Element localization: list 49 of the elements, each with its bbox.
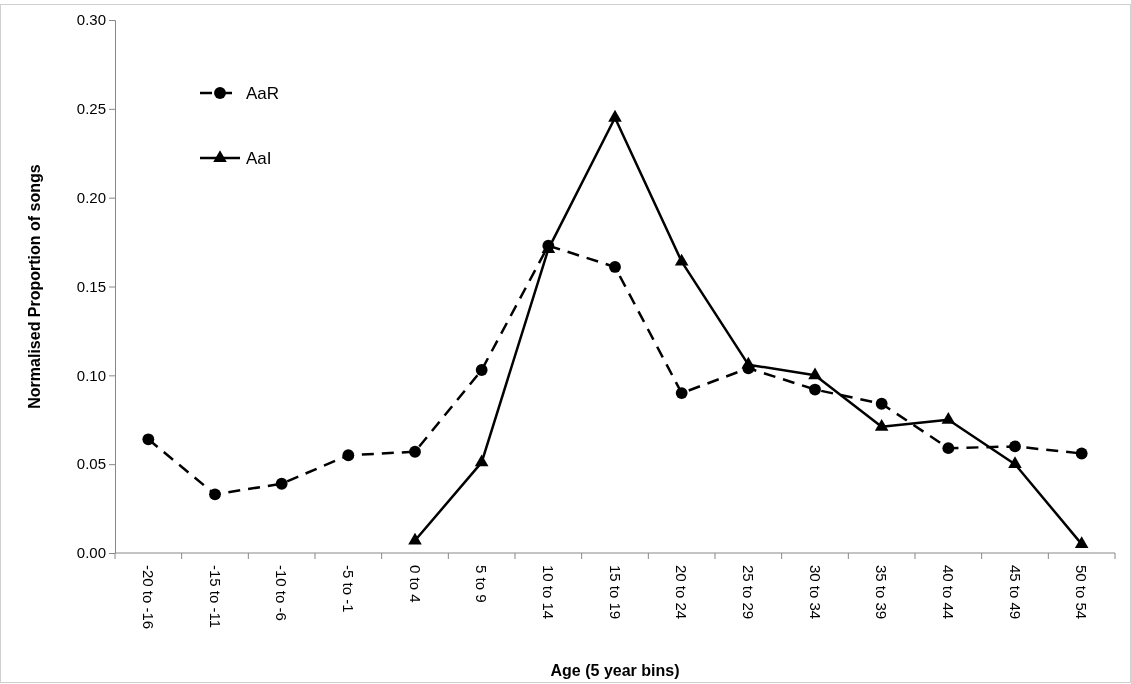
x-tick-label: 25 to 29: [740, 565, 758, 620]
x-tick-label: 10 to 14: [540, 565, 558, 620]
point: [475, 364, 488, 376]
point: [609, 261, 621, 273]
y-tick-label: 0.10: [76, 366, 106, 384]
point: [941, 411, 956, 424]
x-tick-label: 50 to 54: [1073, 565, 1091, 620]
point: [275, 477, 288, 490]
x-tick-label: 40 to 44: [940, 565, 958, 620]
x-tick-label: -15 to -11: [206, 565, 224, 629]
point: [474, 454, 489, 467]
x-tick-label: 15 to 19: [606, 565, 624, 620]
x-tick-label: 30 to 34: [806, 565, 824, 620]
x-tick-label: -5 to -1: [340, 565, 358, 613]
y-tick-label: 0.15: [76, 277, 106, 295]
y-tick-label: 0.30: [76, 11, 106, 29]
x-tick-label: 0 to 4: [406, 565, 424, 603]
point: [209, 488, 221, 501]
point: [1075, 447, 1088, 460]
point: [875, 397, 888, 410]
point: [409, 445, 421, 458]
point: [142, 433, 155, 446]
x-tick-label: -20 to -16: [140, 565, 158, 630]
point: [608, 109, 622, 122]
point: [408, 532, 422, 545]
x-tick-label: 5 to 9: [473, 565, 491, 603]
y-tick-label: 0.00: [76, 544, 106, 562]
point: [742, 362, 755, 375]
y-tick-label: 0.25: [76, 100, 106, 118]
point: [674, 253, 689, 266]
point: [809, 383, 821, 396]
legend-label: AaI: [246, 148, 272, 168]
point: [342, 449, 355, 462]
y-tick-label: 0.05: [76, 455, 106, 473]
point: [808, 367, 822, 380]
x-axis-title: Age (5 year bins): [550, 662, 680, 679]
point: [1008, 456, 1022, 469]
x-tick-label: -10 to -6: [273, 565, 291, 621]
point: [942, 442, 955, 455]
y-axis-title: Normalised Proportion of songs: [26, 164, 43, 409]
legend-label: AaR: [246, 83, 280, 103]
point: [874, 419, 889, 431]
y-tick-label: 0.20: [76, 188, 106, 206]
point: [675, 387, 688, 400]
x-tick-label: 20 to 24: [673, 565, 691, 620]
x-tick-label: 45 to 49: [1006, 565, 1024, 620]
x-tick-label: 35 to 39: [873, 565, 891, 620]
point: [1009, 440, 1021, 453]
point: [1074, 536, 1089, 549]
